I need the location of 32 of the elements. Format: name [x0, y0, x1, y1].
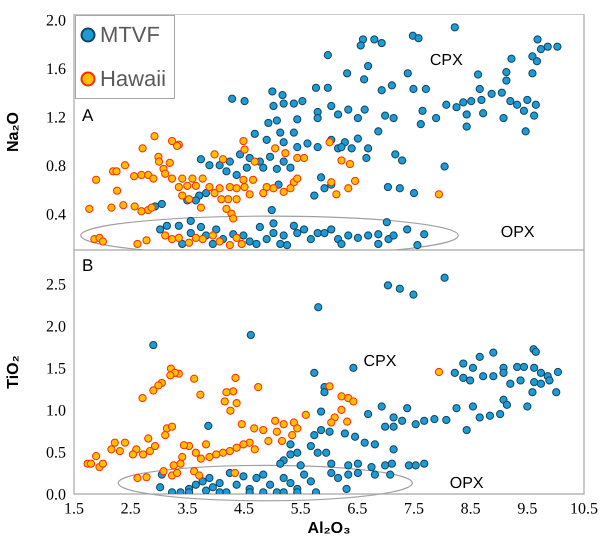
y-tick-label: 0.0 — [46, 486, 66, 504]
x-tick-label: 9.5 — [517, 500, 538, 518]
y-tick-label: 2.5 — [46, 276, 66, 294]
y-tick-label: 1.6 — [46, 61, 66, 78]
x-tick-label: 10.5 — [570, 500, 598, 518]
x-tick-label: 4.5 — [234, 500, 254, 518]
y-tick-label: 1.5 — [46, 360, 66, 378]
y-axis-title: TiO₂ — [5, 355, 23, 389]
annotation: B — [82, 256, 94, 276]
y-tick-label: 1.0 — [46, 402, 66, 420]
x-tick-label: 7.5 — [404, 500, 424, 518]
y-tick-label: 2.0 — [46, 12, 66, 30]
x-tick-label: 5.5 — [290, 500, 311, 518]
annotation: OPX — [450, 475, 484, 494]
x-tick-label: 6.5 — [347, 500, 368, 518]
annotation: OPX — [500, 224, 535, 242]
y-axis-title: Na₂O — [5, 112, 23, 152]
y-tick-label: 1.2 — [46, 110, 66, 127]
x-tick-label: 8.5 — [460, 500, 481, 518]
legend-label: MTVF — [100, 22, 160, 48]
x-tick-label: 1.5 — [64, 500, 84, 518]
annotation: CPX — [430, 52, 463, 70]
x-tick-label: 3.5 — [177, 500, 198, 518]
legend-label: Hawaii — [100, 66, 166, 92]
annotation: A — [82, 106, 94, 126]
y-tick-label: 0.5 — [46, 444, 66, 462]
annotation: CPX — [364, 353, 396, 372]
y-tick-label: 0.8 — [46, 158, 66, 175]
x-tick-label: 2.5 — [120, 500, 141, 518]
x-axis-title: Al₂O₃ — [308, 520, 350, 538]
y-tick-label: 0.4 — [46, 206, 66, 224]
y-tick-label: 2.0 — [46, 318, 66, 336]
